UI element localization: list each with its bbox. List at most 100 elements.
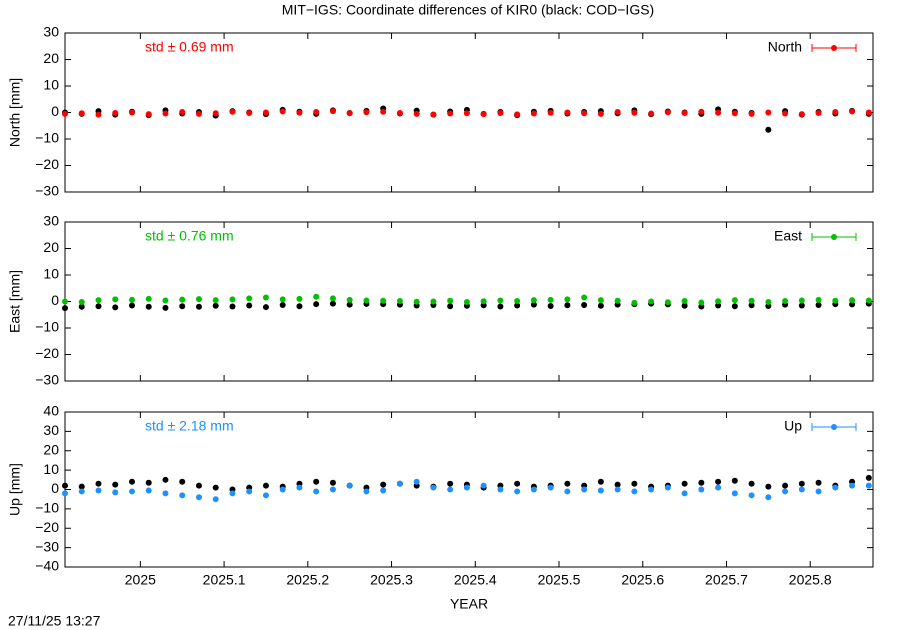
data-point bbox=[614, 486, 621, 493]
data-point bbox=[614, 481, 621, 488]
data-point bbox=[262, 294, 269, 301]
data-point bbox=[78, 303, 85, 310]
data-point bbox=[112, 489, 119, 496]
data-point bbox=[463, 484, 470, 491]
y-tick-label: 0 bbox=[51, 103, 59, 119]
data-point bbox=[279, 296, 286, 303]
data-point bbox=[849, 482, 856, 489]
data-point bbox=[664, 109, 671, 116]
data-point bbox=[748, 110, 755, 117]
data-point bbox=[363, 109, 370, 116]
x-tick-label: 2025.8 bbox=[789, 572, 832, 588]
x-tick-label: 2025.2 bbox=[286, 572, 329, 588]
data-point bbox=[514, 480, 521, 487]
data-point bbox=[597, 297, 604, 304]
data-point bbox=[865, 482, 872, 489]
data-point bbox=[162, 304, 169, 311]
y-tick-label: 10 bbox=[43, 266, 59, 282]
data-point bbox=[530, 486, 537, 493]
y-tick-label: 10 bbox=[43, 77, 59, 93]
y-tick-label: 40 bbox=[43, 403, 59, 419]
y-tick-label: −30 bbox=[35, 372, 59, 388]
data-point bbox=[765, 109, 772, 116]
data-point bbox=[179, 492, 186, 499]
data-point bbox=[463, 110, 470, 117]
data-point bbox=[329, 108, 336, 115]
data-point bbox=[380, 108, 387, 115]
data-point bbox=[497, 110, 504, 117]
y-tick-label: −30 bbox=[35, 183, 59, 199]
data-point bbox=[765, 483, 772, 490]
data-point bbox=[798, 486, 805, 493]
data-point bbox=[78, 110, 85, 117]
data-point bbox=[681, 110, 688, 117]
x-tick-label: 2025.1 bbox=[203, 572, 246, 588]
data-point bbox=[731, 303, 738, 310]
data-point bbox=[748, 492, 755, 499]
data-point bbox=[95, 111, 102, 118]
data-point bbox=[62, 305, 68, 312]
data-point bbox=[815, 301, 822, 308]
data-point bbox=[564, 488, 571, 495]
data-point bbox=[396, 480, 403, 487]
data-point bbox=[162, 490, 169, 497]
data-point bbox=[62, 490, 68, 497]
x-tick-label: 2025 bbox=[125, 572, 156, 588]
data-point bbox=[698, 479, 705, 486]
data-point bbox=[296, 295, 303, 302]
data-point bbox=[380, 481, 387, 488]
data-point bbox=[329, 295, 336, 302]
data-point bbox=[698, 108, 705, 115]
data-point bbox=[229, 108, 236, 115]
data-point bbox=[363, 488, 370, 495]
data-point bbox=[564, 109, 571, 116]
data-point bbox=[128, 109, 135, 116]
data-point bbox=[698, 486, 705, 493]
data-point bbox=[715, 298, 722, 305]
data-point bbox=[815, 110, 822, 117]
data-point bbox=[195, 110, 202, 117]
data-point bbox=[530, 301, 537, 308]
data-point bbox=[865, 474, 872, 481]
data-point bbox=[614, 108, 621, 115]
y-axis-label: East [mm] bbox=[7, 270, 23, 333]
data-point bbox=[62, 298, 68, 305]
data-point bbox=[815, 488, 822, 495]
data-point bbox=[447, 110, 454, 117]
data-point bbox=[798, 302, 805, 309]
data-point bbox=[145, 479, 152, 486]
data-point bbox=[865, 109, 872, 116]
data-point bbox=[782, 482, 789, 489]
data-point bbox=[229, 303, 236, 310]
data-point bbox=[329, 479, 336, 486]
y-tick-label: 20 bbox=[43, 239, 59, 255]
data-point bbox=[497, 486, 504, 493]
data-point bbox=[246, 295, 253, 302]
data-point bbox=[346, 296, 353, 303]
data-point bbox=[463, 299, 470, 306]
data-point bbox=[447, 480, 454, 487]
data-point bbox=[262, 482, 269, 489]
data-point bbox=[514, 297, 521, 304]
std-annotation: std ± 2.18 mm bbox=[145, 418, 234, 434]
data-point bbox=[748, 302, 755, 309]
y-tick-label: 20 bbox=[43, 50, 59, 66]
y-tick-label: 20 bbox=[43, 441, 59, 457]
data-point bbox=[731, 297, 738, 304]
data-point bbox=[447, 303, 454, 310]
data-point bbox=[329, 300, 336, 307]
data-point bbox=[514, 488, 521, 495]
data-point bbox=[681, 490, 688, 497]
data-point bbox=[681, 302, 688, 309]
data-point bbox=[346, 301, 353, 308]
data-point bbox=[112, 296, 119, 303]
y-tick-label: 30 bbox=[43, 213, 59, 229]
data-point bbox=[815, 479, 822, 486]
data-point bbox=[262, 109, 269, 116]
data-point bbox=[681, 480, 688, 487]
data-point bbox=[497, 303, 504, 310]
data-point bbox=[279, 108, 286, 115]
data-point bbox=[748, 297, 755, 304]
data-point bbox=[329, 486, 336, 493]
data-point bbox=[112, 481, 119, 488]
